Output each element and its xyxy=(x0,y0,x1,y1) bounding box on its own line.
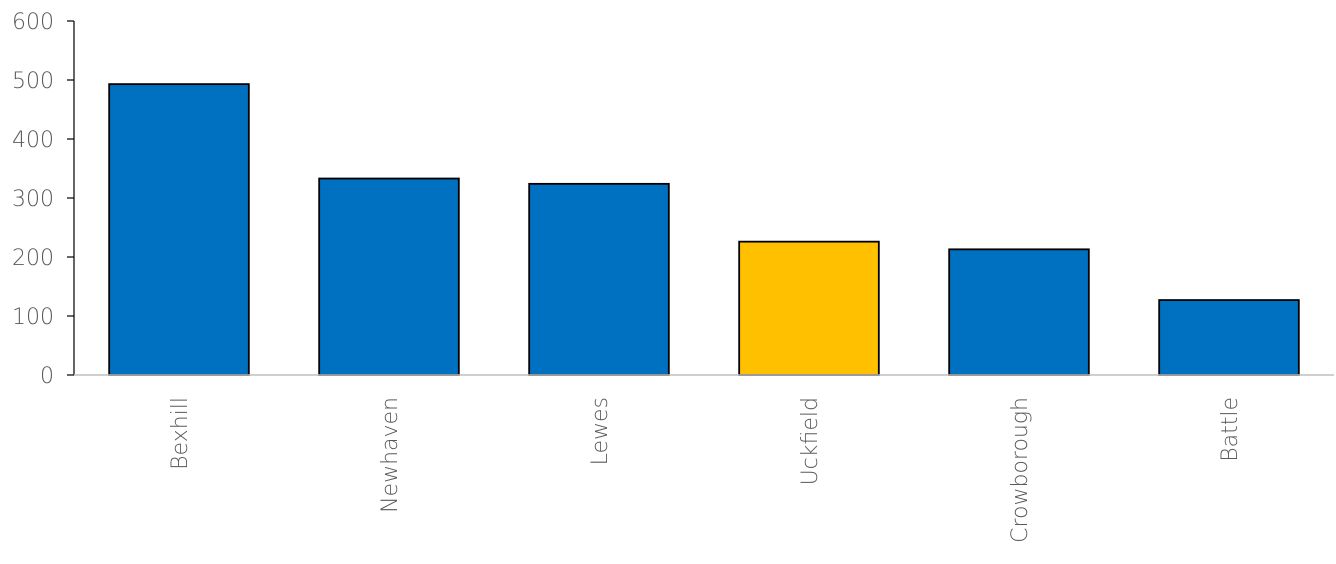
bar-battle xyxy=(1158,299,1300,376)
x-tick-label-bexhill: Bexhill xyxy=(168,397,193,470)
y-tick-label: 400 xyxy=(12,128,54,153)
bar-crowborough xyxy=(948,248,1090,376)
y-tick-label: 0 xyxy=(40,364,54,389)
bar-group xyxy=(108,83,1300,376)
x-tick-label-battle: Battle xyxy=(1218,397,1243,462)
y-tick-group: 0 100 200 300 400 500 600 xyxy=(12,10,74,389)
x-tick-label-newhaven: Newhaven xyxy=(378,397,403,513)
y-tick-label: 200 xyxy=(12,246,54,271)
x-tick-label-crowborough: Crowborough xyxy=(1008,397,1033,543)
y-tick-label: 500 xyxy=(12,69,54,94)
bar-newhaven xyxy=(318,177,460,376)
bar-uckfield xyxy=(738,240,880,376)
y-tick-label: 600 xyxy=(12,10,54,35)
bar-bexhill xyxy=(108,83,250,376)
y-tick-label: 300 xyxy=(12,187,54,212)
x-tick-label-group: Bexhill Newhaven Lewes Uckfield Crowborough B… xyxy=(168,397,1243,543)
bar-lewes xyxy=(528,182,670,376)
y-tick-label: 100 xyxy=(12,305,54,330)
x-tick-label-uckfield: Uckfield xyxy=(798,397,823,485)
x-tick-label-lewes: Lewes xyxy=(588,397,613,465)
